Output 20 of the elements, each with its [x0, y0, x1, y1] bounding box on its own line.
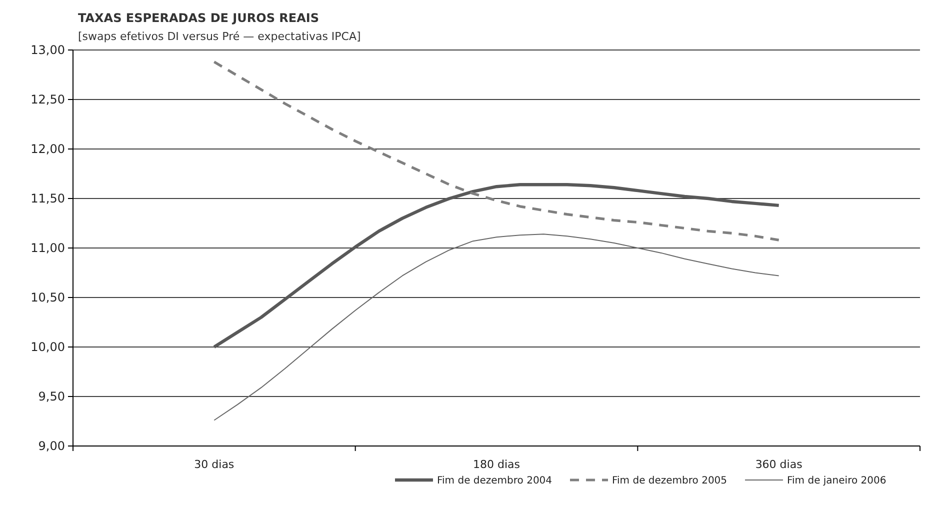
y-tick-label: 9,00: [38, 439, 65, 454]
chart-title: TAXAS ESPERADAS DE JUROS REAIS: [78, 11, 319, 25]
y-tick-label: 11,50: [30, 192, 65, 206]
chart-subtitle: [swaps efetivos DI versus Pré — expectativas IPCA]: [78, 30, 361, 43]
y-tick-label: 10,50: [30, 290, 65, 305]
y-tick-label: 12,50: [30, 92, 65, 107]
legend-label: Fim de dezembro 2005: [612, 476, 728, 486]
line-series: [212, 60, 780, 242]
line-series: [214, 234, 780, 421]
x-tick-label: 360 dias: [755, 458, 803, 471]
y-tick-label: 10,00: [30, 340, 65, 354]
legend-label: Fim de janeiro 2006: [787, 476, 886, 486]
x-tick-label: 180 dias: [472, 458, 520, 471]
y-tick-label: 11,00: [30, 241, 65, 256]
y-tick-label: 9,50: [38, 390, 65, 404]
y-tick-label: 12,00: [30, 142, 65, 156]
x-tick-label: 30 dias: [194, 458, 234, 471]
legend-label: Fim de dezembro 2004: [437, 476, 552, 486]
y-tick-label: 13,00: [30, 43, 65, 58]
line-series: [212, 183, 780, 349]
